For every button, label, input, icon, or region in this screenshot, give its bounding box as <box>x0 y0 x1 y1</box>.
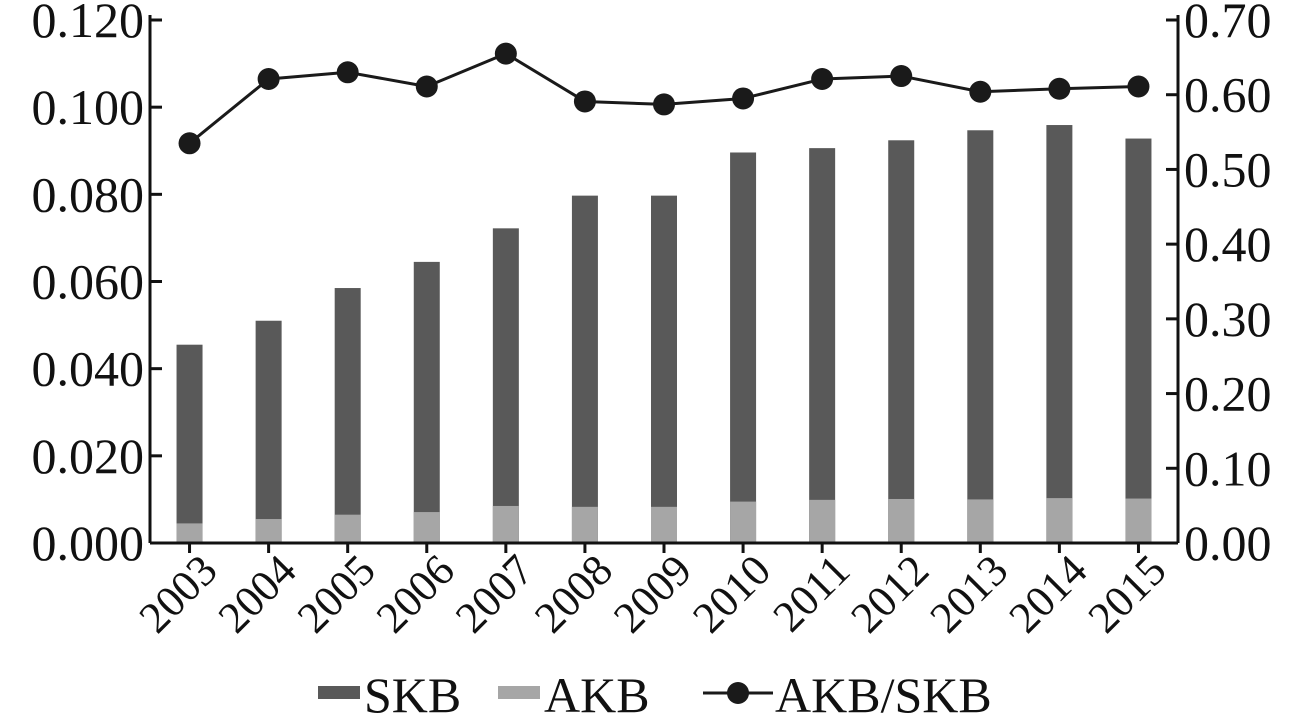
point-akb-skb-2008 <box>573 90 596 113</box>
right-y-tick-label: 0.00 <box>1184 515 1272 571</box>
legend-label-akb: AKB <box>544 667 650 717</box>
point-akb-skb-2005 <box>336 61 359 84</box>
point-akb-skb-2014 <box>1048 77 1071 100</box>
bar-akb-2007 <box>492 505 519 543</box>
left-y-tick-label: 0.060 <box>32 254 145 310</box>
bar-skb-2008 <box>571 195 598 543</box>
x-tick-label: 2010 <box>683 545 780 642</box>
point-akb-skb-2013 <box>969 80 992 103</box>
bar-skb-2013 <box>967 130 994 543</box>
point-akb-skb-2004 <box>257 68 280 91</box>
left-y-tick-label: 0.020 <box>32 428 145 484</box>
x-tick-label: 2012 <box>841 545 938 642</box>
left-y-tick-label: 0.040 <box>32 341 145 397</box>
bar-skb-2010 <box>730 152 757 544</box>
bar-skb-2014 <box>1046 125 1073 543</box>
bar-akb-2014 <box>1046 498 1073 543</box>
legend-swatch-marker-akb-skb <box>727 682 749 704</box>
point-akb-skb-2006 <box>415 75 438 98</box>
point-akb-skb-2007 <box>494 42 517 65</box>
bar-skb-2006 <box>413 261 440 543</box>
right-y-tick-label: 0.50 <box>1184 141 1272 197</box>
bar-skb-2004 <box>255 320 282 543</box>
bar-akb-2004 <box>255 519 282 543</box>
bar-akb-2015 <box>1125 498 1152 543</box>
x-tick-label: 2005 <box>288 545 385 642</box>
point-akb-skb-2012 <box>890 65 913 88</box>
right-y-tick-label: 0.30 <box>1184 291 1272 347</box>
x-tick-label: 2013 <box>921 545 1018 642</box>
right-y-tick-label: 0.40 <box>1184 216 1272 272</box>
bar-akb-2003 <box>176 523 203 543</box>
left-y-tick-label: 0.080 <box>32 166 145 222</box>
right-y-tick-label: 0.20 <box>1184 366 1272 422</box>
bar-akb-2012 <box>888 498 915 543</box>
left-y-tick-label: 0.100 <box>32 79 145 135</box>
bars-layer <box>176 125 1152 544</box>
x-tick-label: 2014 <box>1000 545 1097 642</box>
bar-skb-2009 <box>651 195 677 543</box>
legend-label-akb-skb: AKB/SKB <box>775 667 992 717</box>
bar-skb-2005 <box>334 288 361 543</box>
x-tick-label: 2003 <box>130 545 227 642</box>
legend-swatch-akb <box>498 686 540 699</box>
bar-skb-2003 <box>176 344 203 543</box>
bar-skb-2012 <box>888 140 915 544</box>
bar-skb-2015 <box>1125 138 1152 544</box>
x-tick-label: 2008 <box>525 545 622 642</box>
point-akb-skb-2003 <box>178 132 201 155</box>
x-tick-label: 2009 <box>604 545 701 642</box>
legend-label-skb: SKB <box>364 667 461 717</box>
bar-akb-2011 <box>809 499 836 543</box>
right-y-tick-label: 0.60 <box>1184 67 1272 123</box>
legend: SKB AKB AKB/SKB <box>318 667 992 722</box>
x-tick-label: 2011 <box>764 545 860 641</box>
point-akb-skb-2015 <box>1127 75 1150 98</box>
left-y-tick-label: 0.120 <box>32 0 145 48</box>
bar-akb-2005 <box>334 514 361 543</box>
left-y-tick-label: 0.000 <box>32 515 145 571</box>
bar-akb-2008 <box>571 506 598 543</box>
x-tick-label: 2004 <box>209 545 306 642</box>
x-tick-label: 2015 <box>1079 545 1176 642</box>
point-akb-skb-2010 <box>732 87 755 110</box>
right-y-tick-label: 0.10 <box>1184 440 1272 496</box>
right-y-tick-label: 0.70 <box>1184 0 1272 48</box>
point-akb-skb-2009 <box>653 93 675 116</box>
x-tick-label: 2006 <box>367 545 464 642</box>
bar-akb-2013 <box>967 499 994 543</box>
bar-akb-2009 <box>651 506 677 543</box>
bar-skb-2011 <box>809 148 836 543</box>
line-series-layer <box>178 42 1150 155</box>
x-tick-label: 2007 <box>446 545 543 642</box>
bar-skb-2007 <box>492 228 519 543</box>
bar-akb-2006 <box>413 512 440 543</box>
bar-akb-2010 <box>730 501 757 543</box>
legend-swatch-skb <box>318 686 360 699</box>
point-akb-skb-2011 <box>811 68 834 91</box>
